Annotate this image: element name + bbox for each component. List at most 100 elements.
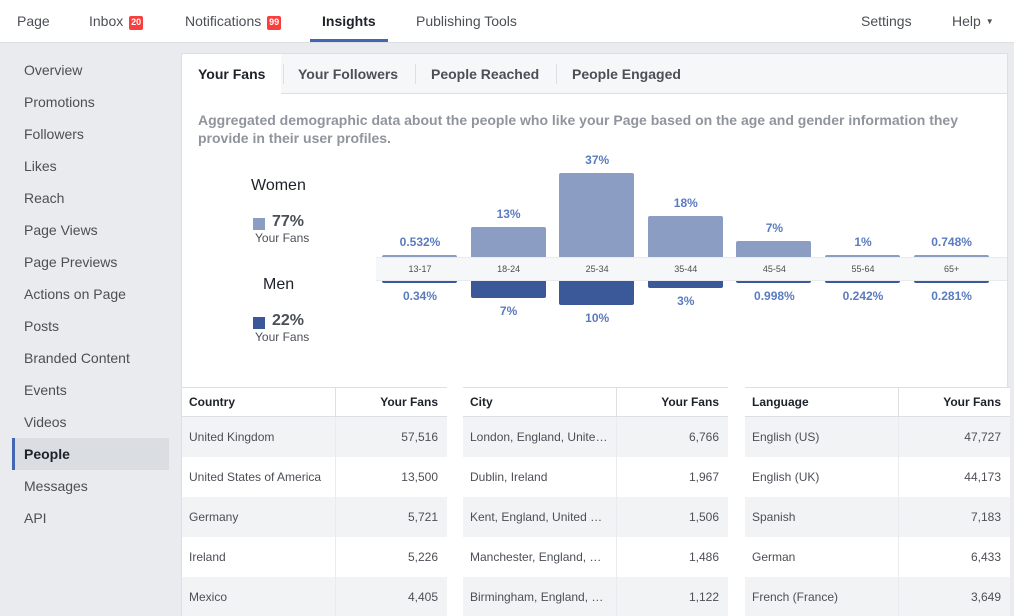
table-row: United States of America 13,500 (182, 457, 447, 497)
sidebar-item-posts[interactable]: Posts (24, 318, 60, 334)
age-category-label: 65+ (943, 264, 960, 274)
column-divider (335, 388, 336, 416)
age-category-label: 25-34 (585, 264, 609, 274)
men-bar[interactable] (825, 281, 900, 283)
nav-insights[interactable]: Insights (322, 13, 376, 29)
sidebar-item-messages[interactable]: Messages (24, 478, 88, 494)
sidebar-item-page-views[interactable]: Page Views (24, 222, 98, 238)
nav-notifications[interactable]: Notifications 99 (185, 0, 282, 43)
column-divider (898, 388, 899, 416)
men-value-label: 0.242% (842, 289, 884, 303)
men-bar[interactable] (736, 281, 812, 284)
table-row: Ireland 5,226 (182, 537, 447, 577)
women-value-label: 13% (496, 207, 521, 222)
your-fans-column-header[interactable]: Your Fans (943, 395, 1001, 409)
fan-count: 47,727 (964, 430, 1001, 444)
table-row: Spanish 7,183 (745, 497, 1010, 537)
men-bar[interactable] (559, 281, 635, 305)
sidebar-item-page-previews[interactable]: Page Previews (24, 254, 118, 270)
women-value-label: 7% (765, 221, 784, 236)
sidebar-item-events[interactable]: Events (24, 382, 67, 398)
language-column-header[interactable]: Language (752, 395, 809, 409)
country-column-header[interactable]: Country (189, 395, 235, 409)
language-name: French (France) (752, 590, 839, 604)
country-name: Ireland (189, 550, 226, 564)
age-category-label: 35-44 (674, 264, 698, 274)
tab-people-reached[interactable]: People Reached (431, 66, 540, 82)
nav-active-underline (310, 39, 388, 42)
men-percentage: 22% (272, 312, 305, 329)
your-fans-column-header[interactable]: Your Fans (380, 395, 438, 409)
tab-people-engaged[interactable]: People Engaged (572, 66, 681, 82)
table-row: Birmingham, England, United Kingdom 1,122 (463, 577, 728, 616)
sidebar-item-followers[interactable]: Followers (24, 126, 84, 142)
country-name: United States of America (189, 470, 322, 484)
fan-count: 7,183 (970, 510, 1001, 524)
men-bar[interactable] (647, 281, 723, 289)
language-name: English (US) (752, 430, 820, 444)
nav-inbox[interactable]: Inbox 20 (89, 0, 144, 43)
sidebar-item-overview[interactable]: Overview (24, 62, 83, 78)
description-text: Aggregated demographic data about the pe… (198, 112, 958, 146)
sidebar-item-actions-on-page[interactable]: Actions on Page (24, 286, 126, 302)
fan-count: 3,649 (970, 590, 1001, 604)
sidebar-item-likes[interactable]: Likes (24, 158, 57, 174)
column-divider (898, 417, 899, 616)
women-value-label: 1% (854, 234, 872, 249)
women-value-label: 0.532% (399, 235, 441, 249)
column-divider (616, 417, 617, 616)
fan-count: 1,486 (688, 550, 719, 564)
sidebar-item-api[interactable]: API (24, 510, 47, 526)
age-axis-band (376, 257, 1007, 281)
city-column-header[interactable]: City (470, 395, 493, 409)
sidebar-item-reach[interactable]: Reach (24, 190, 65, 206)
women-label: Women (251, 177, 306, 194)
age-gender-chart: 0.532% 0.34% 13-17 13% 7% 18-24 37% 10% 25-34 18%… (376, 151, 1007, 341)
women-bar[interactable] (736, 241, 812, 257)
sidebar-item-promotions[interactable]: Promotions (24, 94, 95, 110)
women-bar[interactable] (647, 216, 723, 257)
women-bar[interactable] (913, 255, 989, 257)
men-value-label: 10% (585, 311, 610, 325)
language-name: English (UK) (752, 470, 820, 484)
fan-count: 57,516 (401, 430, 438, 444)
age-category-label: 13-17 (408, 264, 432, 274)
men-bar[interactable] (913, 281, 989, 283)
table-header: City Your Fans (463, 387, 728, 417)
table-row: Manchester, England, United Kingdom 1,486 (463, 537, 728, 577)
sidebar-item-videos[interactable]: Videos (24, 414, 67, 430)
women-bar[interactable] (382, 255, 457, 257)
nav-settings[interactable]: Settings (861, 13, 912, 29)
country-name: United Kingdom (189, 430, 275, 444)
women-bar[interactable] (470, 227, 546, 257)
nav-publishing-tools[interactable]: Publishing Tools (416, 13, 517, 29)
language-name: Spanish (752, 510, 796, 524)
men-swatch (253, 317, 265, 329)
your-fans-column-header[interactable]: Your Fans (661, 395, 719, 409)
women-bar[interactable] (825, 254, 900, 257)
age-category-label: 55-64 (851, 264, 875, 274)
tab-your-followers[interactable]: Your Followers (298, 66, 399, 82)
nav-help[interactable]: Help ▼ (952, 0, 994, 43)
nav-notifications-label: Notifications (185, 13, 262, 29)
column-divider (616, 388, 617, 416)
women-value-label: 18% (673, 196, 698, 211)
age-category-label: 45-54 (762, 264, 786, 274)
city-name: Kent, England, United Kingdom (470, 510, 610, 524)
men-label: Men (263, 276, 295, 293)
women-swatch (253, 218, 265, 230)
tab-bar: Your Fans Your Followers People Reached … (182, 54, 1007, 94)
women-bar[interactable] (559, 173, 635, 257)
tab-divider (415, 64, 416, 84)
table-header: Country Your Fans (182, 387, 447, 417)
men-bar[interactable] (382, 281, 457, 283)
sidebar-item-people[interactable]: People (12, 438, 169, 470)
sidebar-item-branded-content[interactable]: Branded Content (24, 350, 130, 366)
people-insights-card: Your Fans Your Followers People Reached … (181, 53, 1010, 616)
tab-divider (283, 64, 284, 84)
table-row: German 6,433 (745, 537, 1010, 577)
men-bar[interactable] (470, 281, 546, 298)
fan-count: 5,721 (407, 510, 438, 524)
nav-page[interactable]: Page (17, 13, 50, 29)
fan-count: 6,433 (970, 550, 1001, 564)
